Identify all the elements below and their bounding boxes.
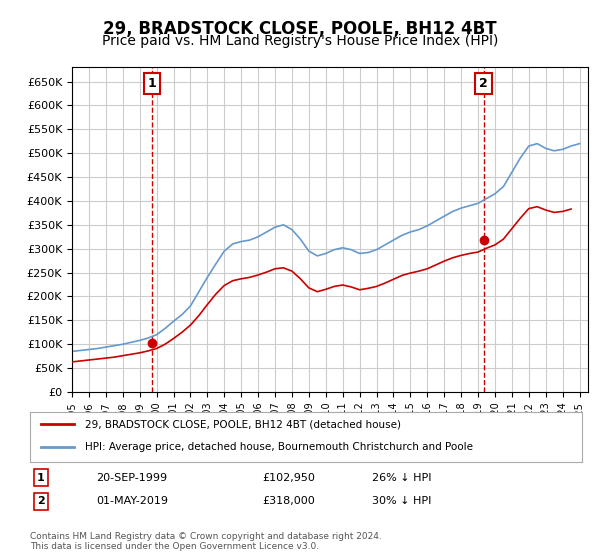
Text: 26% ↓ HPI: 26% ↓ HPI	[372, 473, 432, 483]
Text: 1: 1	[37, 473, 45, 483]
Text: 2: 2	[479, 77, 488, 90]
Text: Contains HM Land Registry data © Crown copyright and database right 2024.
This d: Contains HM Land Registry data © Crown c…	[30, 532, 382, 552]
Text: 29, BRADSTOCK CLOSE, POOLE, BH12 4BT: 29, BRADSTOCK CLOSE, POOLE, BH12 4BT	[103, 20, 497, 38]
Text: 20-SEP-1999: 20-SEP-1999	[96, 473, 167, 483]
Text: 2: 2	[37, 496, 45, 506]
Text: 30% ↓ HPI: 30% ↓ HPI	[372, 496, 431, 506]
Text: £102,950: £102,950	[262, 473, 315, 483]
Text: 01-MAY-2019: 01-MAY-2019	[96, 496, 168, 506]
Text: 1: 1	[148, 77, 156, 90]
Text: 29, BRADSTOCK CLOSE, POOLE, BH12 4BT (detached house): 29, BRADSTOCK CLOSE, POOLE, BH12 4BT (de…	[85, 419, 401, 429]
Text: Price paid vs. HM Land Registry's House Price Index (HPI): Price paid vs. HM Land Registry's House …	[102, 34, 498, 48]
Text: £318,000: £318,000	[262, 496, 314, 506]
Text: HPI: Average price, detached house, Bournemouth Christchurch and Poole: HPI: Average price, detached house, Bour…	[85, 442, 473, 452]
